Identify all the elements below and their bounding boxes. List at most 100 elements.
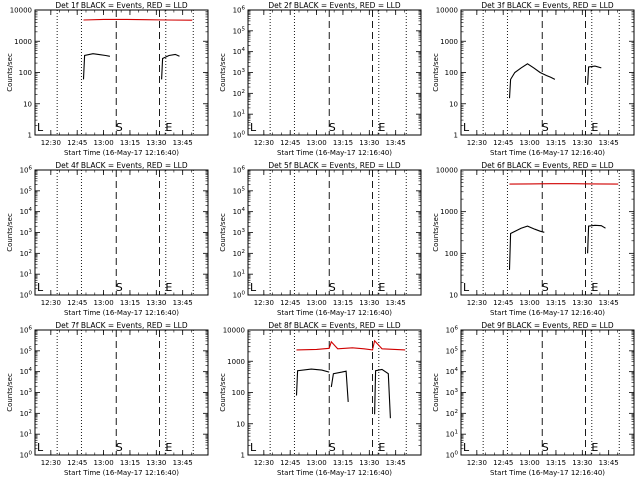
plot-frame [460,329,635,456]
end-marker: E [591,441,598,454]
x-tick-label: 12:45 [493,459,513,467]
x-axis-label: Start Time (16-May-17 12:16:40) [490,149,605,157]
chart-panel-9: Det 9f BLACK = Events, RED = LLD Counts/s… [432,321,635,477]
y-axis-label: Counts/sec [432,373,440,412]
x-axis-label: Start Time (16-May-17 12:16:40) [64,149,179,157]
y-tick-label: 106 [446,326,459,335]
y-tick-label: 105 [446,346,459,355]
x-tick-label: 13:00 [93,299,113,307]
x-tick-label: 12:30 [254,299,274,307]
chart-panel-8: Det 8f BLACK = Events, RED = LLD Counts/s… [219,321,422,477]
x-tick-label: 13:15 [546,139,566,147]
y-tick-label: 10 [23,100,32,108]
x-tick-label: 12:30 [41,299,61,307]
chart-panel-5: Det 5f BLACK = Events, RED = LLD Counts/s… [219,161,422,317]
left-edge-marker: L [37,121,44,134]
y-tick-label: 100 [20,291,33,300]
y-tick-label: 104 [20,367,33,376]
x-tick-label: 12:30 [254,139,274,147]
y-tick-label: 10 [449,292,458,300]
x-axis-label: Start Time (16-May-17 12:16:40) [277,309,392,317]
y-tick-label: 10 [236,420,245,428]
y-axis-label: Counts/sec [6,373,14,412]
x-axis-label: Start Time (16-May-17 12:16:40) [490,469,605,477]
y-axis-label: Counts/sec [219,213,227,252]
left-edge-marker: L [37,281,44,294]
y-tick-label: 105 [233,26,246,35]
y-tick-label: 101 [20,270,32,279]
y-tick-label: 103 [20,228,33,237]
x-tick-label: 13:00 [93,459,113,467]
y-tick-label: 101 [446,430,458,439]
x-tick-label: 13:45 [386,459,406,467]
series-line-events [508,225,545,270]
y-tick-label: 10 [449,100,458,108]
y-tick-label: 1000 [440,208,458,216]
x-tick-label: 12:30 [467,459,487,467]
y-tick-label: 103 [233,68,246,77]
left-edge-marker: L [37,441,44,454]
x-axis-label: Start Time (16-May-17 12:16:40) [64,469,179,477]
y-tick-label: 104 [446,367,459,376]
x-tick-label: 13:45 [386,139,406,147]
start-marker: S [542,121,549,134]
left-edge-marker: L [463,441,470,454]
end-marker: E [378,441,385,454]
x-tick-label: 13:30 [146,299,166,307]
y-tick-label: 10000 [10,7,32,15]
series-line-events [330,370,349,402]
series-line-events [508,63,556,99]
series-line-events [374,368,391,419]
chart-title: Det 6f BLACK = Events, RED = LLD [481,161,614,170]
y-tick-label: 106 [233,6,246,15]
plot-frame [34,9,209,136]
y-tick-label: 104 [20,207,33,216]
start-marker: S [329,441,336,454]
x-tick-label: 13:15 [333,139,353,147]
x-axis-label: Start Time (16-May-17 12:16:40) [64,309,179,317]
series-line-events [161,53,180,80]
x-tick-label: 13:45 [173,299,193,307]
chart-title: Det 9f BLACK = Events, RED = LLD [481,321,614,330]
chart-title: Det 4f BLACK = Events, RED = LLD [55,161,188,170]
x-tick-label: 13:30 [359,299,379,307]
series-line-events [295,368,330,396]
y-tick-label: 1 [241,452,245,460]
y-tick-label: 102 [20,249,32,258]
y-tick-label: 10000 [436,167,458,175]
x-tick-label: 13:30 [572,459,592,467]
y-tick-label: 104 [233,207,246,216]
chart-title: Det 5f BLACK = Events, RED = LLD [268,161,401,170]
y-axis-label: Counts/sec [6,213,14,252]
end-marker: E [165,121,172,134]
x-tick-label: 13:15 [546,299,566,307]
y-tick-label: 100 [20,451,33,460]
y-tick-label: 106 [20,326,33,335]
y-tick-label: 100 [445,250,458,258]
x-tick-label: 13:15 [546,459,566,467]
y-tick-label: 1000 [227,358,245,366]
start-marker: S [329,281,336,294]
y-tick-label: 105 [20,186,33,195]
end-marker: E [165,281,172,294]
x-tick-label: 13:15 [120,459,140,467]
left-edge-marker: L [250,441,257,454]
chart-panel-1: Det 1f BLACK = Events, RED = LLD Counts/s… [6,1,209,157]
x-tick-label: 12:45 [67,139,87,147]
end-marker: E [165,441,172,454]
x-tick-label: 12:45 [280,299,300,307]
x-tick-label: 13:00 [519,459,539,467]
y-tick-label: 100 [232,389,245,397]
series-line-events [587,224,606,254]
x-tick-label: 13:30 [359,139,379,147]
x-tick-label: 12:45 [280,139,300,147]
y-tick-label: 100 [19,69,32,77]
x-tick-label: 13:00 [93,139,113,147]
chart-panel-6: Det 6f BLACK = Events, RED = LLD Counts/s… [432,161,635,317]
y-tick-label: 1000 [14,38,32,46]
x-tick-label: 13:45 [173,459,193,467]
chart-panel-7: Det 7f BLACK = Events, RED = LLD Counts/s… [6,321,209,477]
series-line-lld [83,18,193,21]
x-axis-label: Start Time (16-May-17 12:16:40) [277,149,392,157]
